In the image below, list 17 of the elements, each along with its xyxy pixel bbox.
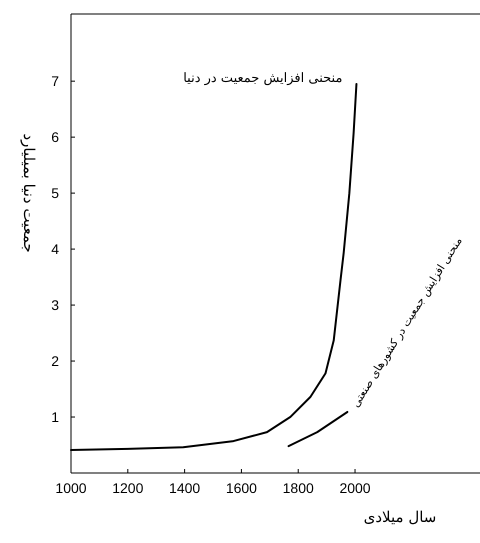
x-tick-label: 1400 <box>169 480 200 496</box>
y-tick-label: 2 <box>51 353 60 370</box>
text: منحنی افزایش جمعیت در کشورهای صنعتی <box>348 234 465 410</box>
y-tick-label: 6 <box>51 129 60 146</box>
x-tick-label: 1600 <box>226 480 258 496</box>
series-label: منحنی افزایش جمعیت در دنیا <box>183 70 342 86</box>
x-tick-label: 1800 <box>282 480 314 496</box>
y-tick-label: 4 <box>51 241 60 258</box>
x-tick-label: 1000 <box>55 480 87 496</box>
y-axis-title: جمعیت دنیا بمیلیارد <box>20 133 38 253</box>
y-tick-label: 1 <box>51 409 60 426</box>
x-axis-title: سال میلادی <box>364 508 436 526</box>
y-tick-label: 3 <box>51 297 60 314</box>
x-tick-label: 2000 <box>339 480 371 496</box>
y-tick-label: 5 <box>51 185 60 202</box>
x-tick-label: 1200 <box>112 480 144 496</box>
y-tick-label: 7 <box>51 73 60 90</box>
